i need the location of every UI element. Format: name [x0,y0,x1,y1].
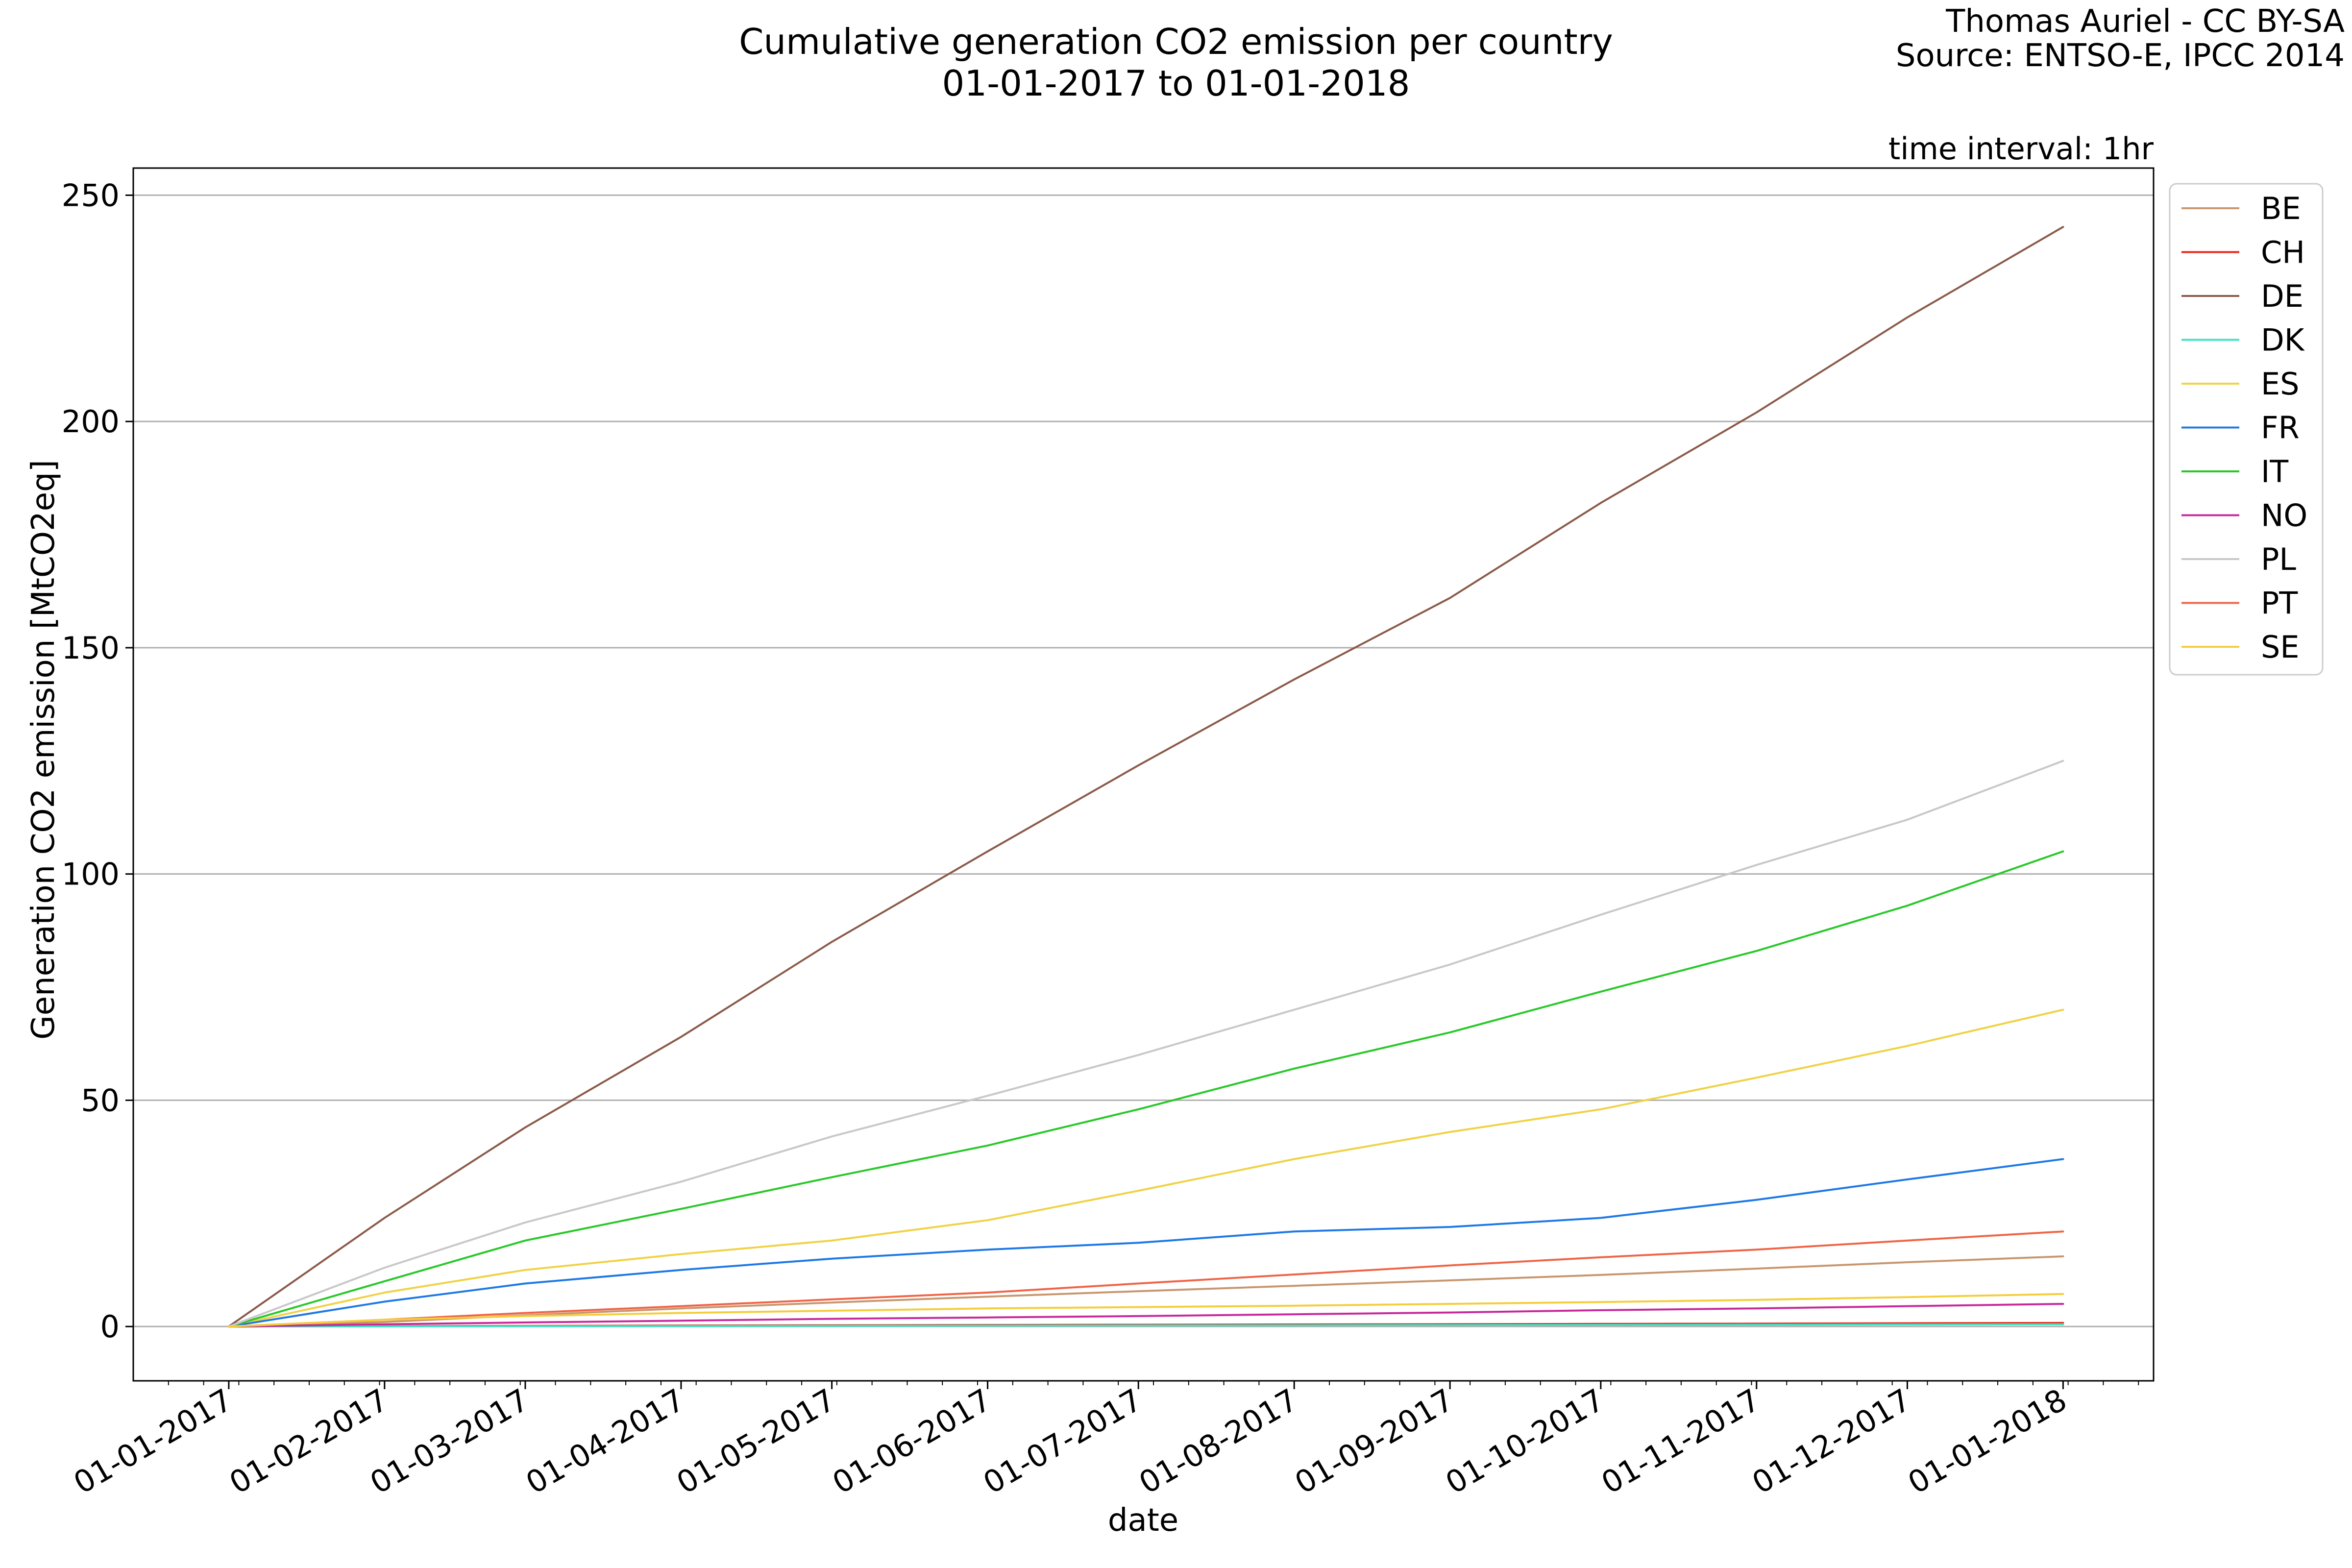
y-tick-label: 100 [62,857,120,892]
legend-label-pl: PL [2261,541,2296,577]
y-tick-label: 150 [62,630,120,666]
legend-label-fr: FR [2261,410,2300,446]
series-line-pl [227,760,2064,1328]
series-line-pt [227,1230,2064,1328]
y-axis-label: Generation CO2 emission [MtCO2eq] [25,460,62,1040]
legend-label-be: BE [2261,191,2301,226]
y-tick-label: 50 [81,1082,120,1118]
credit-author: Thomas Auriel - CC BY-SA [1945,3,2345,40]
series-line-it [227,850,2064,1328]
chart-subtitle: 01-01-2017 to 01-01-2018 [942,63,1410,104]
credit-source: Source: ENTSO-E, IPCC 2014 [1896,38,2345,74]
legend-label-se: SE [2261,629,2300,665]
time-interval-annotation: time interval: 1hr [1888,131,2154,167]
legend-label-es: ES [2261,366,2300,402]
series-line-no [227,1303,2064,1328]
legend-frame [2169,183,2324,676]
legend-label-dk: DK [2261,322,2305,358]
y-tick-label: 250 [62,177,120,213]
legend-label-it: IT [2261,454,2289,490]
plot-area-frame [132,167,2155,1382]
legend: BE CH DE DK ES FR IT NO PL PT SE [2169,183,2324,676]
series-line-fr [227,1158,2064,1328]
legend-label-pt: PT [2261,586,2298,621]
y-axis: 0 50 100 150 200 250 [62,177,133,1345]
legend-label-no: NO [2261,498,2307,534]
series-line-se [227,1293,2064,1328]
series-line-dk [227,1323,2064,1328]
x-axis-label: date [1108,1502,1178,1539]
y-tick-label: 200 [62,404,120,440]
series-line-de [227,226,2064,1328]
series-lines [227,226,2064,1328]
y-tick-label: 0 [100,1309,120,1345]
chart-title: Cumulative generation CO2 emission per c… [739,21,1613,62]
series-line-es [227,1008,2064,1328]
legend-label-ch: CH [2261,235,2305,270]
legend-label-de: DE [2261,278,2303,314]
